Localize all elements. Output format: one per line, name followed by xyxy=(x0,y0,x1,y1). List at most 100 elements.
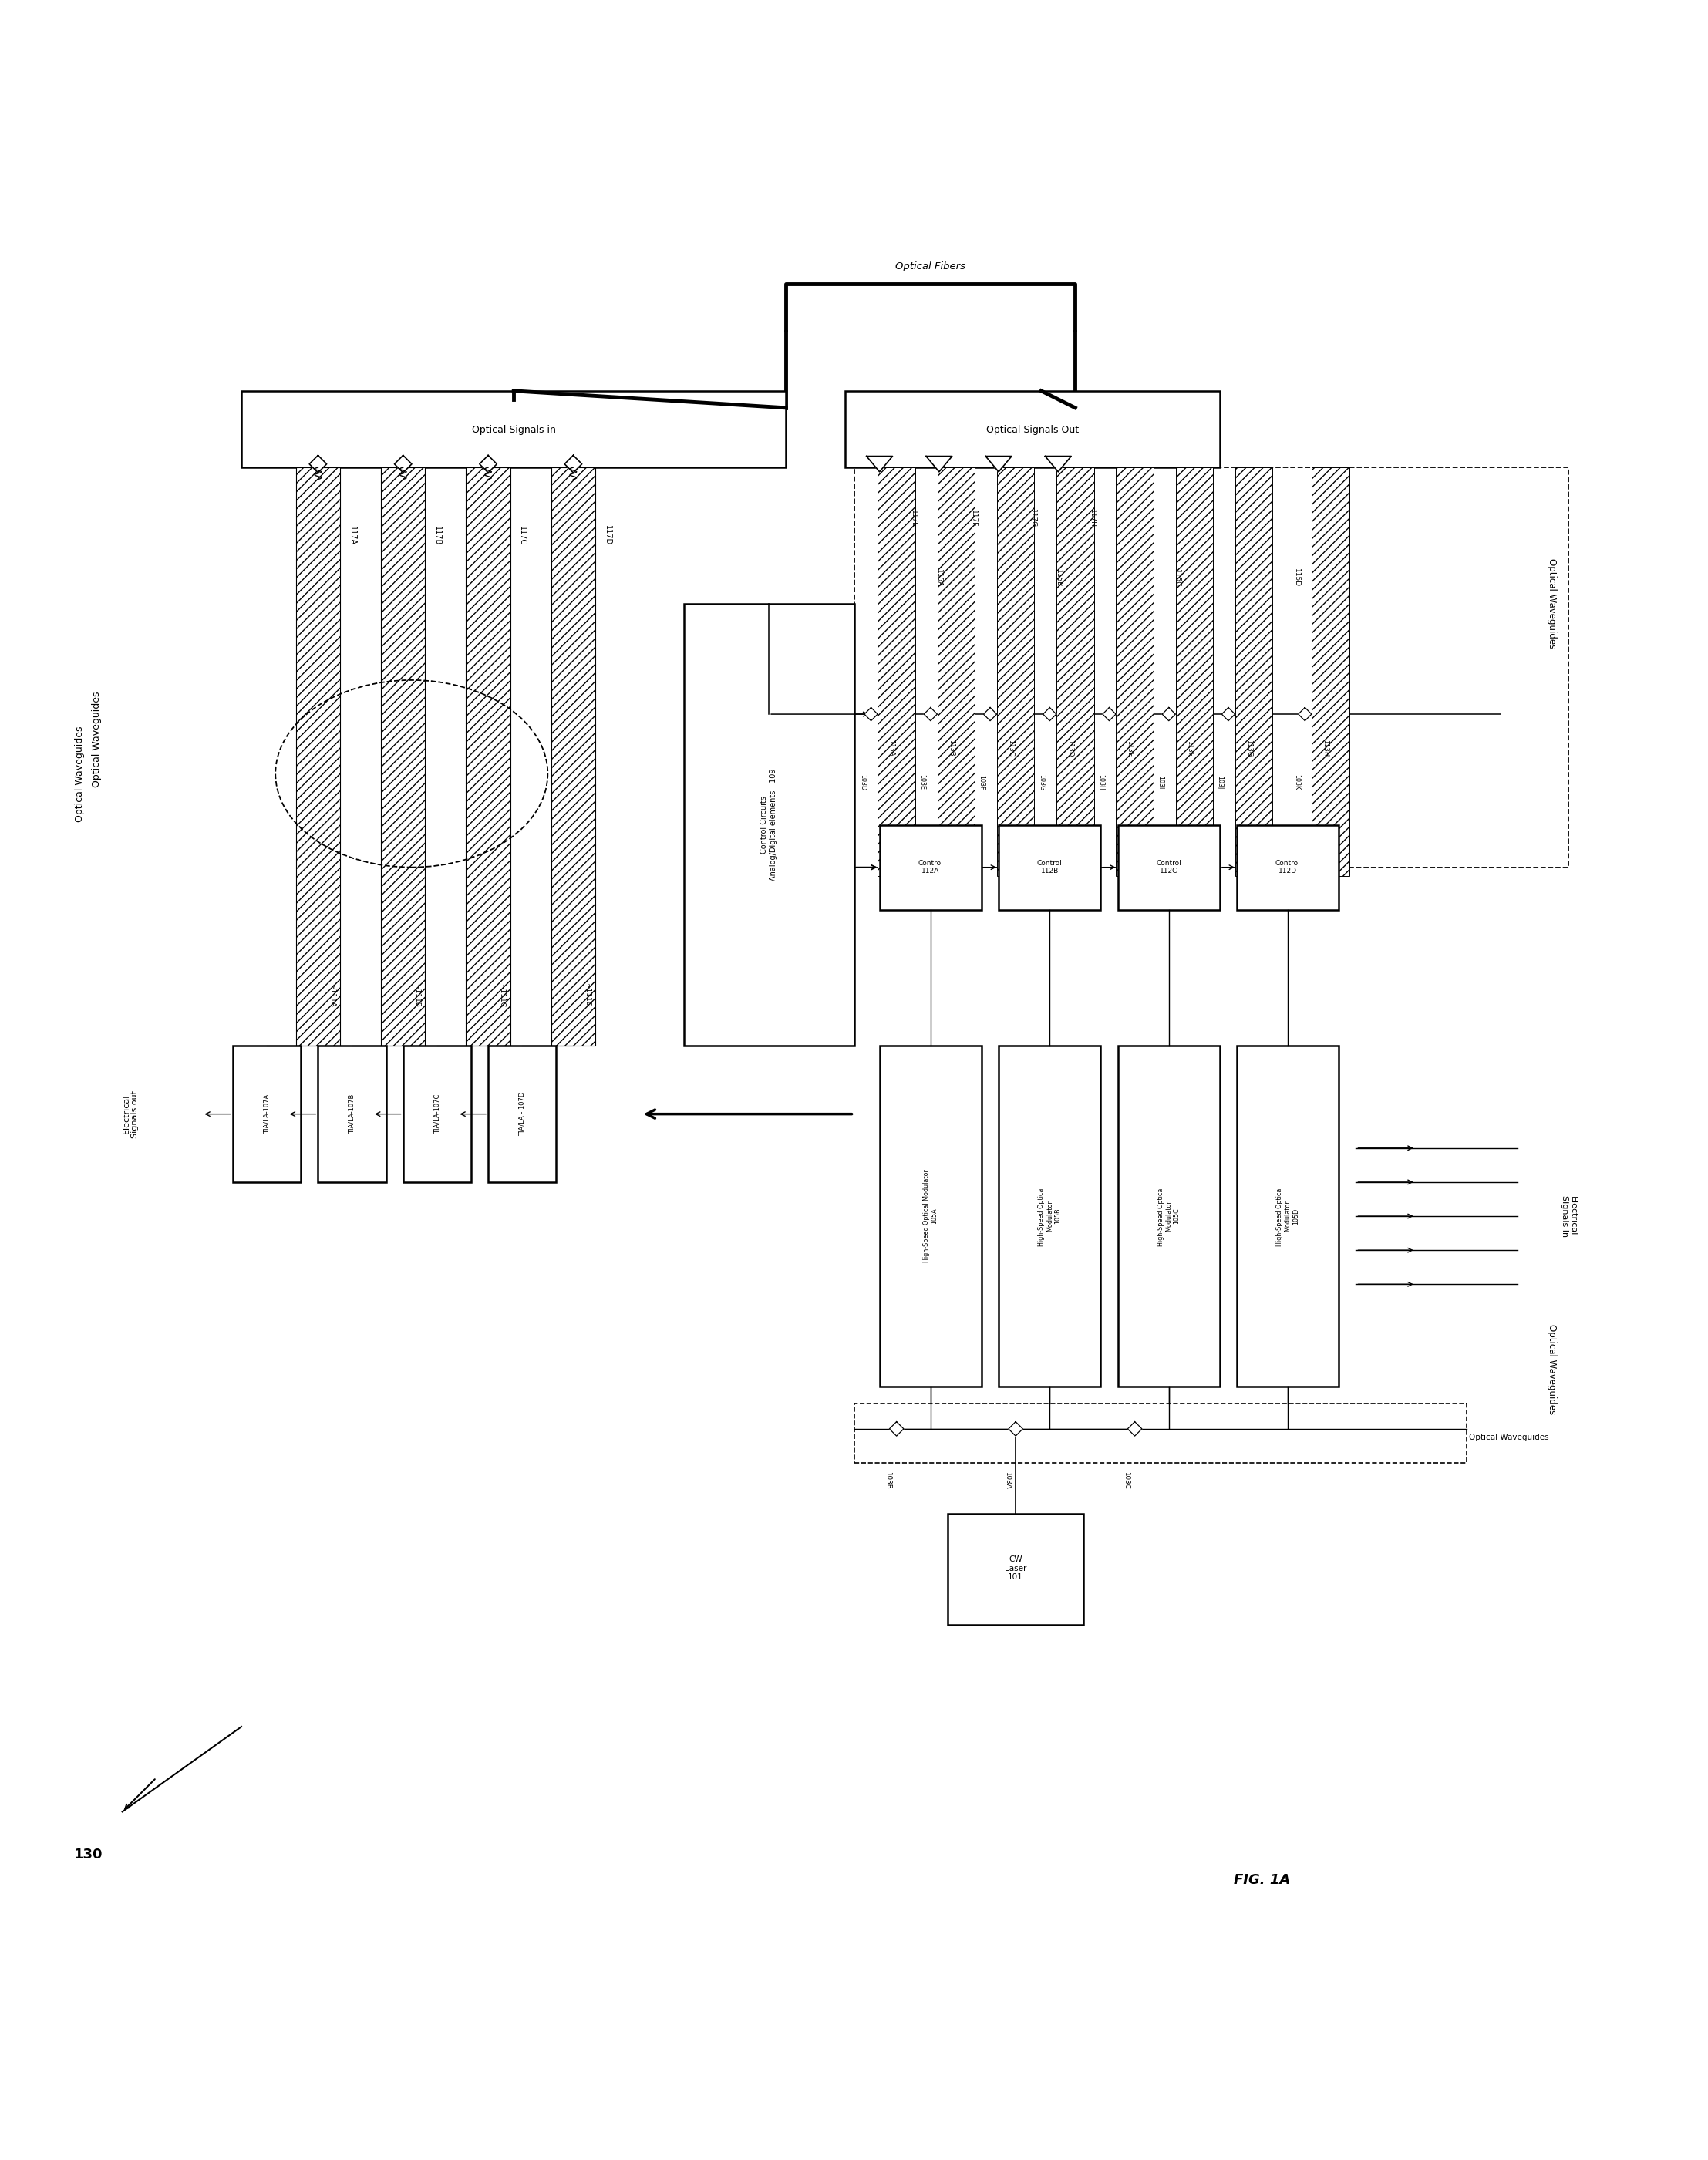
Text: 117D: 117D xyxy=(603,525,611,546)
Bar xyxy=(999,825,1100,909)
Bar xyxy=(880,1045,982,1387)
Text: High-Speed Optical
Modulator
105D: High-Speed Optical Modulator 105D xyxy=(1276,1186,1300,1246)
Text: Optical Waveguides: Optical Waveguides xyxy=(1547,1324,1556,1415)
Text: ~111B: ~111B xyxy=(413,983,420,1007)
Text: 113C: 113C xyxy=(1008,739,1015,756)
Bar xyxy=(999,1045,1100,1387)
Polygon shape xyxy=(1221,708,1235,721)
Polygon shape xyxy=(890,1421,904,1436)
Text: 113D: 113D xyxy=(1066,739,1074,756)
Text: Control
112A: Control 112A xyxy=(917,860,943,875)
Text: 103E: 103E xyxy=(919,775,926,791)
Polygon shape xyxy=(1008,1421,1023,1436)
Polygon shape xyxy=(309,456,326,473)
Bar xyxy=(403,1045,471,1182)
Text: 103G: 103G xyxy=(1038,773,1045,791)
Text: High-Speed Optical
Modulator
105B: High-Speed Optical Modulator 105B xyxy=(1038,1186,1061,1246)
Text: 103F: 103F xyxy=(979,775,986,791)
Text: Optical Waveguides: Optical Waveguides xyxy=(92,691,102,788)
Text: 103C: 103C xyxy=(1122,1471,1129,1488)
Polygon shape xyxy=(395,456,412,473)
Text: 113A: 113A xyxy=(888,741,895,756)
Bar xyxy=(1117,1045,1220,1387)
Text: CW
Laser
101: CW Laser 101 xyxy=(1004,1555,1027,1581)
Text: Optical Waveguides: Optical Waveguides xyxy=(1469,1434,1549,1441)
Polygon shape xyxy=(1298,708,1312,721)
Text: 117C: 117C xyxy=(518,525,526,544)
Bar xyxy=(466,467,511,1045)
Bar xyxy=(845,391,1220,467)
Text: 103J: 103J xyxy=(1216,775,1223,788)
Text: 103I: 103I xyxy=(1156,775,1163,788)
Bar xyxy=(1237,1045,1339,1387)
Text: TIA/LA-107A: TIA/LA-107A xyxy=(263,1095,270,1134)
Text: 113H: 113H xyxy=(1322,739,1329,756)
Polygon shape xyxy=(986,456,1011,471)
Bar xyxy=(232,1045,301,1182)
Text: Optical Waveguides: Optical Waveguides xyxy=(1547,557,1556,648)
Polygon shape xyxy=(565,456,582,473)
Bar xyxy=(938,467,975,875)
Text: 130: 130 xyxy=(73,1847,102,1862)
Text: 117A: 117A xyxy=(348,525,355,544)
Text: Optical Waveguides: Optical Waveguides xyxy=(75,726,85,821)
Text: Optical Fibers: Optical Fibers xyxy=(895,261,965,272)
Text: ~111C: ~111C xyxy=(499,983,506,1007)
Text: 113B: 113B xyxy=(948,739,955,756)
Polygon shape xyxy=(480,456,497,473)
Text: Control
112C: Control 112C xyxy=(1156,860,1182,875)
Bar xyxy=(948,1514,1083,1624)
Text: Optical Signals Out: Optical Signals Out xyxy=(986,426,1079,434)
Text: Control
112D: Control 112D xyxy=(1276,860,1300,875)
Text: Control
112B: Control 112B xyxy=(1037,860,1062,875)
Polygon shape xyxy=(926,456,951,471)
Text: 103K: 103K xyxy=(1293,775,1300,791)
Bar xyxy=(854,1404,1467,1462)
Bar xyxy=(488,1045,557,1182)
Bar xyxy=(1312,467,1349,875)
Text: Electrical
Signals out: Electrical Signals out xyxy=(123,1091,138,1138)
Polygon shape xyxy=(1044,708,1056,721)
Text: 113F: 113F xyxy=(1185,741,1192,756)
Bar xyxy=(552,467,596,1045)
Text: 103H: 103H xyxy=(1097,773,1103,791)
Text: Electrical
Signals In: Electrical Signals In xyxy=(1561,1194,1576,1238)
Text: High-Speed Optical
Modulator
105C: High-Speed Optical Modulator 105C xyxy=(1158,1186,1180,1246)
Text: High-Speed Optical Modulator
105A: High-Speed Optical Modulator 105A xyxy=(922,1169,938,1264)
Polygon shape xyxy=(924,708,938,721)
Bar xyxy=(1235,467,1272,875)
Text: Control Circuits
Analog/Digital elements - 109: Control Circuits Analog/Digital elements… xyxy=(760,769,777,881)
Text: 117E: 117E xyxy=(910,510,917,527)
Bar xyxy=(1115,467,1153,875)
Bar xyxy=(683,603,854,1045)
Text: TIA/LA-107B: TIA/LA-107B xyxy=(348,1095,355,1134)
Text: 113G: 113G xyxy=(1245,739,1252,756)
Polygon shape xyxy=(984,708,997,721)
Text: ~111A: ~111A xyxy=(328,983,335,1007)
Text: 117B: 117B xyxy=(434,525,441,544)
Bar xyxy=(997,467,1035,875)
Polygon shape xyxy=(864,708,878,721)
Bar xyxy=(1117,825,1220,909)
Polygon shape xyxy=(1161,708,1175,721)
Bar xyxy=(318,1045,386,1182)
Text: 117G: 117G xyxy=(1030,510,1037,527)
Text: 103A: 103A xyxy=(1004,1471,1011,1488)
Polygon shape xyxy=(1103,708,1115,721)
Text: 115D: 115D xyxy=(1293,568,1300,588)
Text: TIA/LA-107C: TIA/LA-107C xyxy=(434,1095,441,1134)
Text: 117F: 117F xyxy=(970,510,977,527)
Text: Optical Signals in: Optical Signals in xyxy=(471,426,555,434)
Text: 115A: 115A xyxy=(936,568,943,588)
Text: 103B: 103B xyxy=(885,1471,892,1488)
Bar xyxy=(241,391,786,467)
Bar xyxy=(1237,825,1339,909)
Bar xyxy=(854,467,1568,868)
Text: 115B: 115B xyxy=(1056,568,1062,588)
Bar xyxy=(878,467,915,875)
Text: TIA/LA - 107D: TIA/LA - 107D xyxy=(519,1093,526,1136)
Polygon shape xyxy=(866,456,893,471)
Text: 113E: 113E xyxy=(1126,741,1132,756)
Text: ~111D: ~111D xyxy=(584,983,591,1007)
Polygon shape xyxy=(1045,456,1071,471)
